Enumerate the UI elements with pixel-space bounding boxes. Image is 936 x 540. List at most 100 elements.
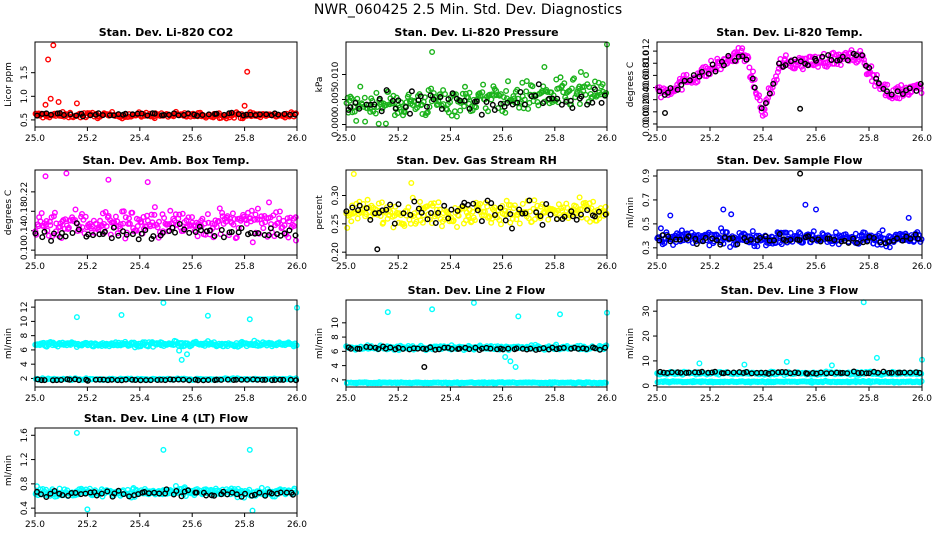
data-point xyxy=(522,210,529,217)
data-point xyxy=(574,88,581,95)
data-point xyxy=(762,100,769,107)
data-point xyxy=(106,112,113,119)
data-point xyxy=(135,236,142,243)
data-point xyxy=(292,214,299,221)
data-point xyxy=(880,368,887,375)
data-point xyxy=(378,199,385,206)
y-tick-label: 0.5 xyxy=(20,113,30,127)
data-point xyxy=(470,200,477,207)
data-point xyxy=(228,228,235,235)
data-point xyxy=(129,231,136,238)
data-point xyxy=(696,369,703,376)
data-point xyxy=(471,217,478,224)
data-point xyxy=(809,236,816,243)
data-point xyxy=(364,105,371,112)
x-tick-label: 25.2 xyxy=(77,520,97,530)
data-point xyxy=(259,376,266,383)
data-point xyxy=(535,81,542,88)
data-point xyxy=(206,227,213,234)
data-point xyxy=(436,346,443,353)
data-point xyxy=(347,345,354,352)
data-point xyxy=(751,84,758,91)
data-point xyxy=(419,219,426,226)
data-point xyxy=(203,492,210,499)
data-point xyxy=(63,170,70,177)
data-point xyxy=(126,493,133,500)
data-point xyxy=(534,202,541,209)
data-point xyxy=(252,211,259,218)
chart-title: Stan. Dev. Line 2 Flow xyxy=(408,284,546,297)
data-point xyxy=(218,226,225,233)
x-tick-label: 26.0 xyxy=(912,134,932,144)
data-point xyxy=(43,494,50,501)
y-tick-label: 1.0 xyxy=(20,89,30,104)
x-tick-label: 25.0 xyxy=(25,520,45,530)
data-point xyxy=(220,234,227,241)
data-point xyxy=(898,82,905,89)
data-point xyxy=(507,358,514,365)
x-tick-label: 25.2 xyxy=(77,262,97,272)
y-tick-label: 2 xyxy=(331,377,341,383)
data-point xyxy=(286,227,293,234)
data-point xyxy=(899,90,906,97)
data-point xyxy=(466,346,473,353)
data-point xyxy=(541,63,548,70)
x-tick-label: 26.0 xyxy=(912,394,932,404)
plot-frame xyxy=(656,41,923,128)
data-point xyxy=(154,224,161,231)
data-point xyxy=(395,97,402,104)
data-point xyxy=(145,490,152,497)
data-point xyxy=(721,234,728,241)
data-point xyxy=(356,105,363,112)
x-tick-label: 25.0 xyxy=(336,134,356,144)
data-point xyxy=(502,109,509,116)
data-point xyxy=(481,208,488,215)
data-point xyxy=(540,83,547,90)
data-point xyxy=(119,228,126,235)
data-point xyxy=(276,215,283,222)
data-point xyxy=(166,227,173,234)
data-point xyxy=(122,214,129,221)
data-point xyxy=(61,111,68,118)
data-point xyxy=(488,200,495,207)
data-point xyxy=(423,103,430,110)
data-point xyxy=(596,208,603,215)
data-point xyxy=(285,234,292,241)
data-point xyxy=(98,490,105,497)
data-point xyxy=(602,379,609,386)
data-point xyxy=(186,377,193,384)
data-point xyxy=(455,212,462,219)
data-point xyxy=(348,218,355,225)
data-point xyxy=(553,346,560,353)
data-point xyxy=(523,88,530,95)
data-point xyxy=(713,237,720,244)
data-point xyxy=(199,111,206,118)
chart-title: Stan. Dev. Gas Stream RH xyxy=(396,154,557,167)
y-tick-label: 8 xyxy=(20,333,30,339)
data-point xyxy=(57,223,64,230)
data-point xyxy=(568,85,575,92)
y-tick-label: 20 xyxy=(642,330,652,342)
data-point xyxy=(194,377,201,384)
data-point xyxy=(833,369,840,376)
x-tick-label: 25.6 xyxy=(493,394,513,404)
data-point xyxy=(709,61,716,68)
data-point xyxy=(205,377,212,384)
x-tick-label: 25.6 xyxy=(182,262,202,272)
x-tick-label: 25.4 xyxy=(440,262,460,272)
data-point xyxy=(169,224,176,231)
data-point xyxy=(884,81,891,88)
data-point xyxy=(510,205,517,212)
data-point xyxy=(72,489,79,496)
data-point xyxy=(72,206,79,213)
data-point xyxy=(751,243,758,250)
data-point xyxy=(498,221,505,228)
data-point xyxy=(664,89,671,96)
data-point xyxy=(193,112,200,119)
data-point xyxy=(489,101,496,108)
data-point xyxy=(351,108,358,115)
chart-title: Stan. Dev. Sample Flow xyxy=(716,154,862,167)
data-point xyxy=(248,207,255,214)
data-point xyxy=(497,91,504,98)
data-point xyxy=(573,216,580,223)
